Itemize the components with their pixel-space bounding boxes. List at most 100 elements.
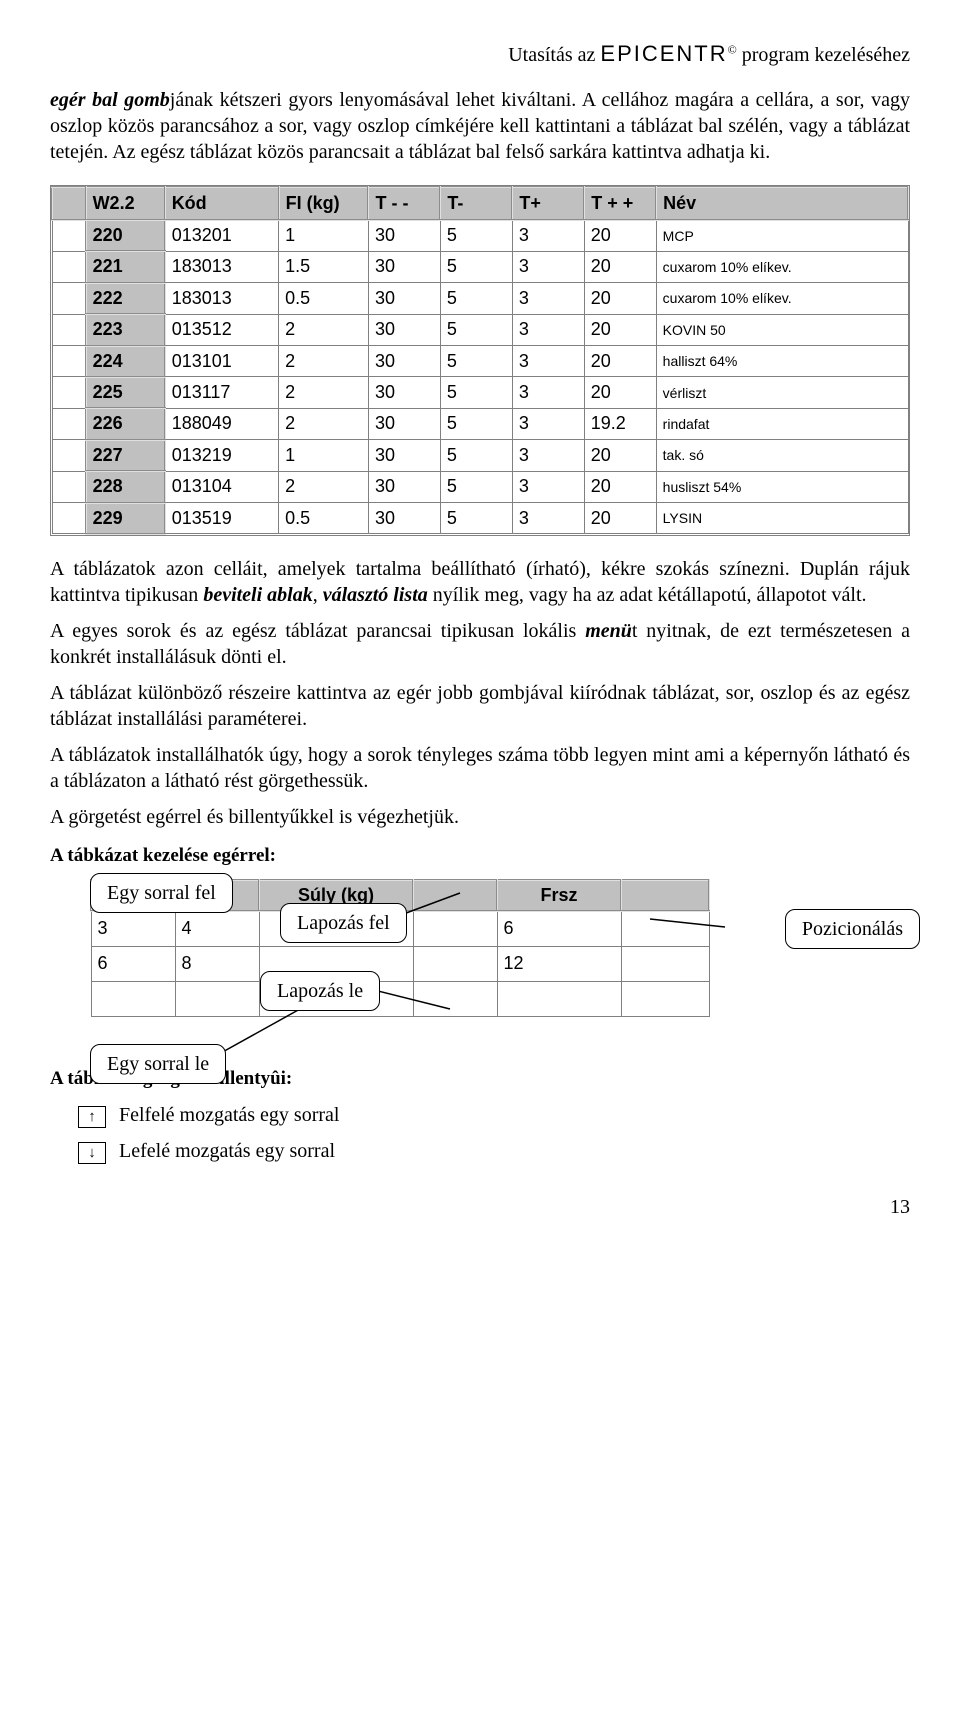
ctrl-row[interactable]: 68 12 xyxy=(91,946,709,981)
cell[interactable]: 225 xyxy=(86,377,165,408)
cell[interactable]: 5 xyxy=(440,346,512,377)
cell[interactable]: 2 xyxy=(279,314,369,345)
cell[interactable]: 220 xyxy=(86,220,165,251)
cell[interactable]: 0.5 xyxy=(279,503,369,534)
ctrl-cell[interactable] xyxy=(621,946,709,981)
table-row[interactable]: 2270132191305320tak. só xyxy=(52,440,908,471)
cell[interactable]: 5 xyxy=(440,408,512,439)
cell[interactable]: 20 xyxy=(584,220,656,251)
cell[interactable]: 3 xyxy=(512,251,584,282)
ctrl-cell[interactable] xyxy=(91,981,175,1016)
ctrl-cell[interactable] xyxy=(413,946,497,981)
ctrl-cell[interactable]: 6 xyxy=(91,946,175,981)
table-row[interactable]: 2221830130.5305320cuxarom 10% elíkev. xyxy=(52,283,908,314)
cell[interactable]: vérliszt xyxy=(656,377,908,408)
cell[interactable]: 3 xyxy=(512,408,584,439)
th-3[interactable]: T - - xyxy=(368,187,440,220)
ctrl-cell[interactable]: 12 xyxy=(497,946,621,981)
th-7[interactable]: Név xyxy=(656,187,908,220)
cell[interactable]: 183013 xyxy=(165,251,279,282)
cell[interactable]: 20 xyxy=(584,346,656,377)
cell[interactable]: KOVIN 50 xyxy=(656,314,908,345)
cell[interactable]: rindafat xyxy=(656,408,908,439)
ctrl-cell[interactable]: 4 xyxy=(175,911,259,947)
cell[interactable]: 5 xyxy=(440,440,512,471)
cell[interactable]: 222 xyxy=(86,283,165,314)
cell[interactable]: 183013 xyxy=(165,283,279,314)
ctrl-cell[interactable]: 8 xyxy=(175,946,259,981)
table-row[interactable]: 2290135190.5305320LYSIN xyxy=(52,503,908,534)
table-row[interactable]: 2280131042305320husliszt 54% xyxy=(52,471,908,502)
cell[interactable]: 1 xyxy=(279,220,369,251)
cell[interactable]: cuxarom 10% elíkev. xyxy=(656,251,908,282)
ctrl-cell[interactable] xyxy=(497,981,621,1016)
table-row[interactable]: 2211830131.5305320cuxarom 10% elíkev. xyxy=(52,251,908,282)
cth-5[interactable] xyxy=(621,880,709,911)
th-5[interactable]: T+ xyxy=(512,187,584,220)
cell[interactable]: 30 xyxy=(368,251,440,282)
cell[interactable]: 20 xyxy=(584,471,656,502)
table-row[interactable]: 2261880492305319.2rindafat xyxy=(52,408,908,439)
cell[interactable]: 30 xyxy=(368,220,440,251)
cell[interactable]: 1 xyxy=(279,440,369,471)
cell[interactable]: 013101 xyxy=(165,346,279,377)
cell[interactable]: 3 xyxy=(512,283,584,314)
cell[interactable]: 1.5 xyxy=(279,251,369,282)
cell[interactable]: 5 xyxy=(440,471,512,502)
th-2[interactable]: FI (kg) xyxy=(279,187,369,220)
cell[interactable]: 3 xyxy=(512,220,584,251)
th-0[interactable]: W2.2 xyxy=(86,187,165,220)
cell[interactable]: halliszt 64% xyxy=(656,346,908,377)
cell[interactable]: 0.5 xyxy=(279,283,369,314)
cell[interactable]: 2 xyxy=(279,408,369,439)
ctrl-cell[interactable] xyxy=(621,911,709,947)
cell[interactable]: husliszt 54% xyxy=(656,471,908,502)
cell[interactable]: 2 xyxy=(279,377,369,408)
cell[interactable]: 223 xyxy=(86,314,165,345)
cell[interactable]: 20 xyxy=(584,251,656,282)
cell[interactable]: 30 xyxy=(368,314,440,345)
cell[interactable]: cuxarom 10% elíkev. xyxy=(656,283,908,314)
ctrl-row[interactable] xyxy=(91,981,709,1016)
table-row[interactable]: 2230135122305320KOVIN 50 xyxy=(52,314,908,345)
cell[interactable]: 228 xyxy=(86,471,165,502)
cell[interactable]: 5 xyxy=(440,283,512,314)
cell[interactable]: 20 xyxy=(584,283,656,314)
cell[interactable]: 3 xyxy=(512,503,584,534)
cell[interactable]: 30 xyxy=(368,471,440,502)
cell[interactable]: 227 xyxy=(86,440,165,471)
th-4[interactable]: T- xyxy=(440,187,512,220)
cell[interactable]: 30 xyxy=(368,408,440,439)
cell[interactable]: 20 xyxy=(584,377,656,408)
cell[interactable]: 3 xyxy=(512,346,584,377)
cell[interactable]: 5 xyxy=(440,251,512,282)
ctrl-cell[interactable]: 6 xyxy=(497,911,621,947)
cell[interactable]: 30 xyxy=(368,346,440,377)
cell[interactable]: 30 xyxy=(368,440,440,471)
cell[interactable]: 30 xyxy=(368,283,440,314)
ctrl-cell[interactable]: 3 xyxy=(91,911,175,947)
table-row[interactable]: 2240131012305320halliszt 64% xyxy=(52,346,908,377)
ctrl-cell[interactable] xyxy=(413,981,497,1016)
table-row[interactable]: 2200132011305320MCP xyxy=(52,220,908,251)
cell[interactable]: 013219 xyxy=(165,440,279,471)
ctrl-cell[interactable] xyxy=(175,981,259,1016)
cell[interactable]: 3 xyxy=(512,471,584,502)
cell[interactable]: 30 xyxy=(368,503,440,534)
cell[interactable]: 2 xyxy=(279,346,369,377)
cell[interactable]: 20 xyxy=(584,503,656,534)
ctrl-cell[interactable] xyxy=(413,911,497,947)
cell[interactable]: 013117 xyxy=(165,377,279,408)
cell[interactable]: 3 xyxy=(512,377,584,408)
cell[interactable]: 013201 xyxy=(165,220,279,251)
cell[interactable]: MCP xyxy=(656,220,908,251)
ctrl-cell[interactable] xyxy=(621,981,709,1016)
cell[interactable]: 221 xyxy=(86,251,165,282)
cell[interactable]: 013519 xyxy=(165,503,279,534)
cell[interactable]: 20 xyxy=(584,440,656,471)
cell[interactable]: 188049 xyxy=(165,408,279,439)
cell[interactable]: 226 xyxy=(86,408,165,439)
cell[interactable]: 3 xyxy=(512,314,584,345)
cell[interactable]: 224 xyxy=(86,346,165,377)
cell[interactable]: 5 xyxy=(440,314,512,345)
